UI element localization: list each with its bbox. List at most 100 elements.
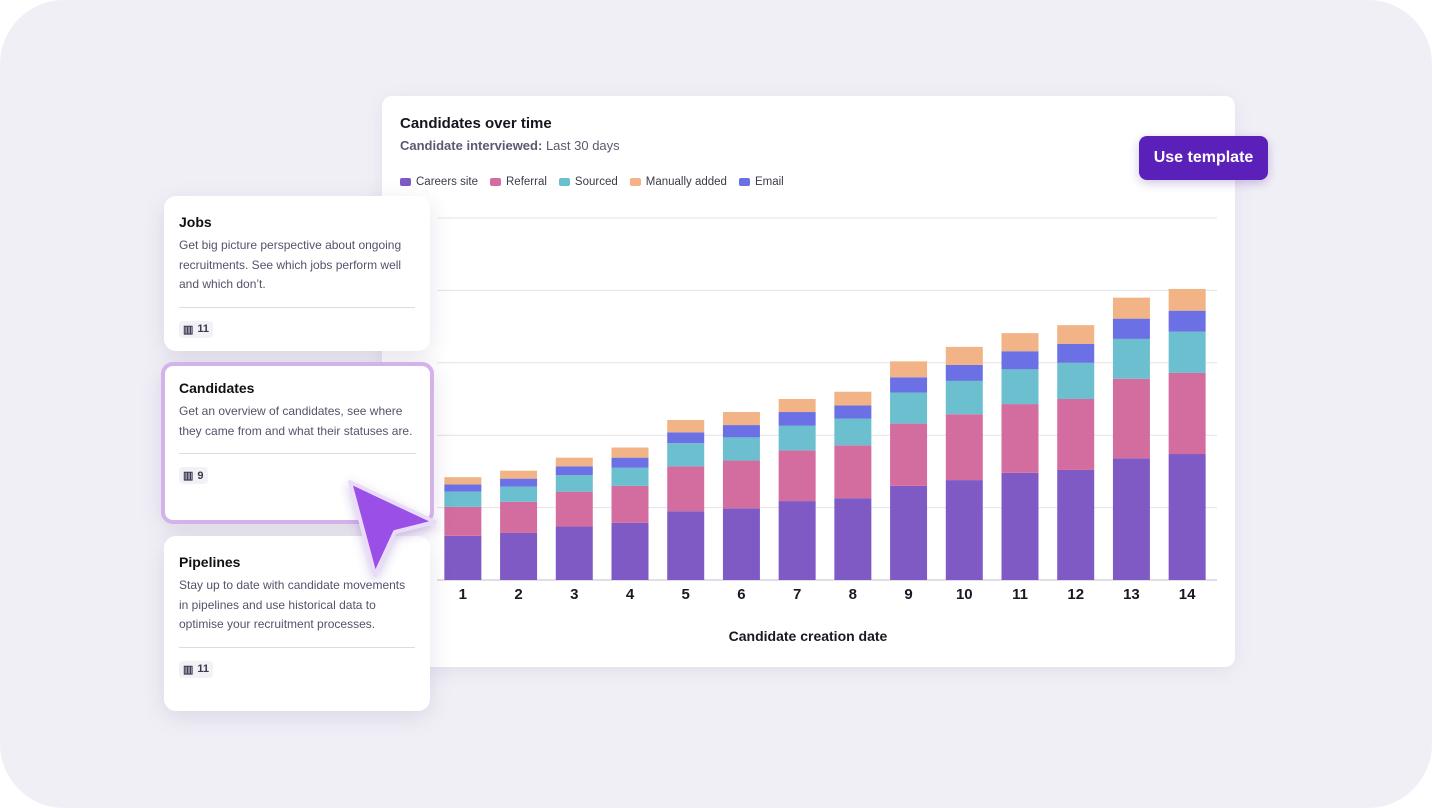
- bar-segment: [500, 532, 538, 580]
- divider: [179, 646, 415, 648]
- use-template-button[interactable]: Use template: [1139, 136, 1268, 180]
- bar-segment: [945, 364, 983, 381]
- bar-segment: [1168, 310, 1206, 332]
- x-tick-label: 6: [737, 586, 745, 603]
- bar-segment: [945, 346, 983, 365]
- bar-segment: [722, 437, 760, 461]
- bar-segment: [444, 484, 482, 492]
- bar-segment: [1168, 454, 1206, 580]
- bar-segment: [778, 425, 816, 451]
- bar-segment: [778, 501, 816, 580]
- chart-subtitle: Candidate interviewed: Last 30 days: [400, 138, 620, 153]
- x-tick-label: 11: [1012, 586, 1028, 603]
- bar-segment: [555, 526, 593, 580]
- legend-label: Sourced: [574, 176, 618, 188]
- legend-label: Manually added: [645, 176, 727, 188]
- bar-segment: [1112, 378, 1150, 459]
- bar-segment: [555, 475, 593, 492]
- bar-segment: [1168, 288, 1206, 311]
- count-badge: ▥ 9: [179, 467, 208, 484]
- bar-segment: [611, 522, 649, 580]
- legend-item[interactable]: Careers site: [400, 176, 478, 188]
- filter-label: Candidate interviewed:: [400, 138, 543, 153]
- count: 11: [197, 323, 210, 335]
- divider: [179, 306, 415, 308]
- legend-swatch: [558, 178, 570, 186]
- cursor-arrow-icon: [348, 480, 437, 577]
- x-tick-label: 3: [570, 586, 578, 603]
- bar-segment: [834, 391, 872, 406]
- bar-segment: [611, 447, 649, 458]
- bar-segment: [667, 443, 705, 467]
- chart-title: Candidates over time: [400, 115, 552, 132]
- bar-segment: [1112, 318, 1150, 339]
- bar-segment: [667, 432, 705, 444]
- bar-segment: [444, 477, 482, 485]
- bar-segment: [722, 460, 760, 509]
- bar-segment: [500, 478, 538, 487]
- bar-segment: [945, 480, 983, 580]
- bar-segment: [890, 485, 928, 580]
- bar-segment: [444, 491, 482, 507]
- bar-segment: [1168, 331, 1206, 373]
- legend-swatch: [738, 178, 750, 186]
- report-card-pipelines[interactable]: Pipelines Stay up to date with candidate…: [164, 536, 430, 711]
- bar-segment: [1001, 351, 1039, 370]
- bar-segment: [945, 414, 983, 481]
- legend-item[interactable]: Referral: [490, 176, 547, 188]
- bar-segment: [1001, 404, 1039, 473]
- filter-value: Last 30 days: [545, 138, 620, 153]
- bar-segment: [667, 511, 705, 580]
- bar-segment: [611, 485, 649, 523]
- legend-item[interactable]: Manually added: [629, 176, 727, 188]
- legend-item[interactable]: Email: [738, 176, 784, 188]
- count: 9: [197, 469, 204, 482]
- bar-segment: [500, 486, 538, 502]
- x-tick-label: 5: [682, 586, 690, 603]
- count-badge: ▥ 11: [179, 660, 214, 678]
- bar-segment: [778, 399, 816, 413]
- legend-label: Careers site: [416, 176, 478, 188]
- legend-label: Referral: [506, 176, 547, 188]
- count-badge: ▥ 11: [179, 320, 214, 338]
- x-tick-label: 8: [849, 586, 857, 603]
- bar-segment: [1168, 372, 1206, 455]
- bar-segment: [1001, 472, 1039, 580]
- bar-segment: [500, 470, 538, 479]
- x-tick-label: 7: [793, 586, 801, 603]
- bar-segment: [945, 380, 983, 415]
- legend-swatch: [629, 178, 641, 186]
- bar-segment: [1001, 333, 1039, 352]
- x-tick-label: 1: [459, 586, 467, 603]
- bar-segment: [890, 361, 928, 378]
- bar-segment: [1057, 325, 1095, 344]
- bar-segment: [1057, 399, 1095, 470]
- bar-segment: [722, 425, 760, 438]
- report-card-candidates[interactable]: Candidates Get an overview of candidates…: [161, 362, 434, 524]
- card-title: Pipelines: [179, 554, 241, 570]
- bar-segment: [1057, 362, 1095, 399]
- bar-segment: [555, 491, 593, 527]
- bar-segment: [444, 535, 482, 580]
- bar-chart-icon: ▥: [183, 470, 194, 482]
- count: 11: [197, 663, 210, 675]
- report-card-jobs[interactable]: Jobs Get big picture perspective about o…: [164, 196, 430, 351]
- card-description: Stay up to date with candidate movements…: [179, 578, 406, 631]
- card-title: Candidates: [179, 380, 255, 396]
- bar-segment: [500, 501, 538, 533]
- bar-segment: [722, 508, 760, 580]
- bar-segment: [611, 457, 649, 468]
- bar-segment: [890, 392, 928, 424]
- bar-segment: [1057, 469, 1095, 580]
- x-tick-label: 2: [514, 586, 522, 603]
- bar-segment: [444, 506, 482, 536]
- legend-item[interactable]: Sourced: [558, 176, 618, 188]
- card-title: Jobs: [179, 214, 212, 230]
- bar-segment: [778, 450, 816, 502]
- x-tick-label: 4: [626, 586, 635, 603]
- card-description: Get an overview of candidates, see where…: [179, 404, 413, 438]
- card-description: Get big picture perspective about ongoin…: [179, 238, 402, 291]
- bar-chart-icon: ▥: [183, 323, 194, 336]
- legend-label: Email: [754, 176, 784, 188]
